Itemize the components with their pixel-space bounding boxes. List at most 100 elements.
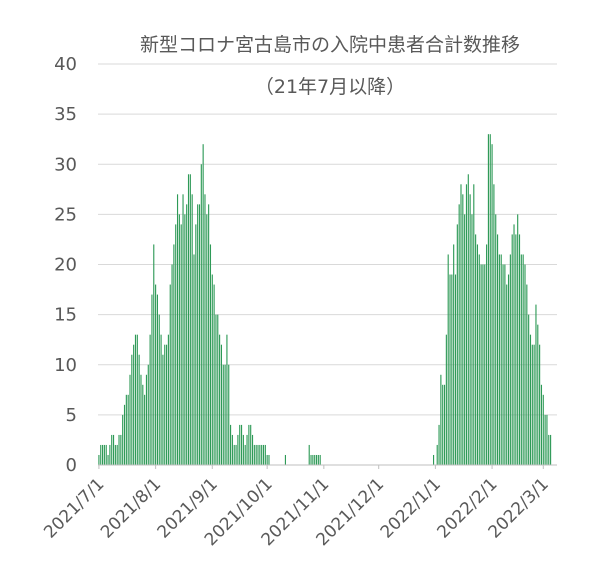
bar <box>158 314 160 466</box>
bar <box>486 244 488 465</box>
bar <box>131 354 133 465</box>
bar <box>491 144 493 465</box>
bar <box>511 234 513 465</box>
bar <box>116 444 118 465</box>
bar <box>473 184 475 466</box>
bar <box>164 344 166 465</box>
bar <box>195 224 197 465</box>
bar <box>224 364 226 465</box>
bar <box>217 314 219 466</box>
bar <box>134 334 137 465</box>
bar <box>475 234 477 465</box>
bar <box>169 284 171 465</box>
bar <box>151 294 153 465</box>
bar <box>237 434 239 465</box>
bar <box>156 294 158 465</box>
bar <box>518 234 521 465</box>
bar <box>167 334 169 465</box>
bar <box>180 224 182 465</box>
bar <box>487 134 489 465</box>
bar <box>476 244 479 465</box>
bar <box>127 394 129 465</box>
bar <box>469 194 471 465</box>
bar <box>443 384 446 465</box>
bar <box>109 444 111 465</box>
y-tick-label: 40 <box>54 54 77 75</box>
chart-subtitle: （21年7月以降） <box>255 76 405 98</box>
bar <box>310 454 312 465</box>
bar <box>208 204 210 465</box>
bar <box>319 454 321 465</box>
bar <box>226 334 228 465</box>
bar <box>502 264 504 465</box>
bar <box>213 284 215 465</box>
bar <box>542 394 544 465</box>
bar <box>204 194 206 465</box>
bar <box>153 244 155 465</box>
bar <box>105 444 107 465</box>
x-axis-ticks: 2021/7/12021/8/12021/9/12021/10/12021/11… <box>40 465 553 550</box>
bar <box>171 264 173 465</box>
bar <box>264 444 266 465</box>
bar <box>447 254 449 465</box>
bar <box>220 344 222 465</box>
bar <box>246 434 248 465</box>
bar <box>160 334 162 465</box>
bar <box>193 254 195 465</box>
bar <box>544 414 546 466</box>
bar <box>433 454 435 465</box>
bar <box>107 454 109 465</box>
bar <box>125 394 127 465</box>
bar <box>524 264 526 465</box>
bar <box>528 314 530 466</box>
bar <box>129 374 131 465</box>
x-tick-label: 2021/8/1 <box>97 474 165 542</box>
bar <box>471 214 473 466</box>
bar <box>535 304 537 465</box>
bar <box>175 224 177 465</box>
bar <box>242 434 244 465</box>
bar <box>284 454 286 465</box>
y-axis-ticks: 0 5 10 15 20 25 30 35 40 <box>54 54 77 476</box>
bar <box>198 204 201 465</box>
bar <box>162 354 164 465</box>
bar <box>111 434 113 465</box>
bar <box>100 444 102 465</box>
gridlines <box>98 63 557 416</box>
bar <box>123 404 126 465</box>
bar <box>489 134 491 465</box>
bar <box>539 344 541 465</box>
bar <box>314 454 316 465</box>
bar <box>268 454 270 465</box>
bar <box>442 384 444 465</box>
bar <box>261 444 263 465</box>
bar <box>133 344 135 465</box>
bar <box>506 284 508 465</box>
bar <box>308 444 310 465</box>
bar <box>445 334 447 465</box>
bar <box>98 454 100 465</box>
bar <box>209 244 212 465</box>
chart-title: 新型コロナ宮古島市の入院中患者合計数推移 <box>140 34 520 56</box>
bar <box>453 244 455 465</box>
bar <box>451 274 453 465</box>
bar <box>191 194 193 465</box>
bar <box>255 444 257 465</box>
bar <box>250 424 252 465</box>
bar <box>182 194 184 465</box>
bar <box>138 354 140 465</box>
bar <box>436 444 438 465</box>
bar <box>497 234 499 465</box>
bar <box>509 254 511 465</box>
bar <box>517 214 519 466</box>
bar <box>228 364 230 465</box>
bar <box>219 334 221 465</box>
bar <box>239 424 241 465</box>
bar <box>540 384 543 465</box>
bar <box>498 254 500 465</box>
bar <box>262 444 265 465</box>
y-tick-label: 30 <box>54 154 77 175</box>
bar <box>112 434 115 465</box>
bar <box>118 434 120 465</box>
